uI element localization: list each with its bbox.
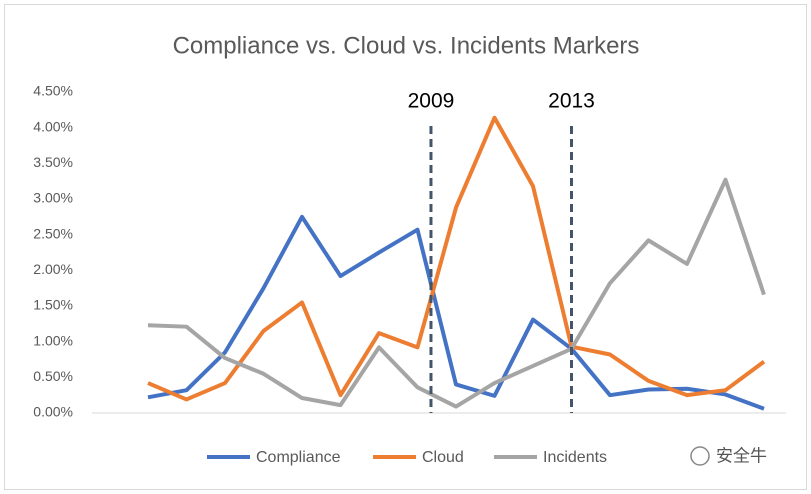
y-tick-label: 1.50% xyxy=(33,297,73,313)
y-tick-label: 0.00% xyxy=(33,404,73,420)
y-tick-label: 2.50% xyxy=(33,225,73,241)
legend-label: Compliance xyxy=(256,449,341,466)
y-tick-label: 3.00% xyxy=(33,190,73,206)
marker-label: 2009 xyxy=(408,90,455,113)
y-tick-label: 3.50% xyxy=(33,154,73,170)
watermark: 安全牛 xyxy=(690,446,767,466)
series-line xyxy=(147,214,765,411)
series-line xyxy=(147,177,766,409)
series-line xyxy=(147,115,766,402)
y-tick-label: 0.50% xyxy=(33,368,73,384)
watermark-icon xyxy=(690,446,710,466)
y-tick-label: 4.00% xyxy=(33,118,73,134)
y-tick-label: 4.50% xyxy=(33,83,73,99)
legend-label: Cloud xyxy=(422,449,464,466)
y-tick-label: 2.00% xyxy=(33,261,73,277)
watermark-text: 安全牛 xyxy=(716,446,767,465)
marker-label: 2013 xyxy=(548,90,595,113)
chart-border xyxy=(4,4,807,490)
y-tick-label: 1.00% xyxy=(33,332,73,348)
chart-title: Compliance vs. Cloud vs. Incidents Marke… xyxy=(173,32,640,59)
legend-label: Incidents xyxy=(543,449,607,466)
